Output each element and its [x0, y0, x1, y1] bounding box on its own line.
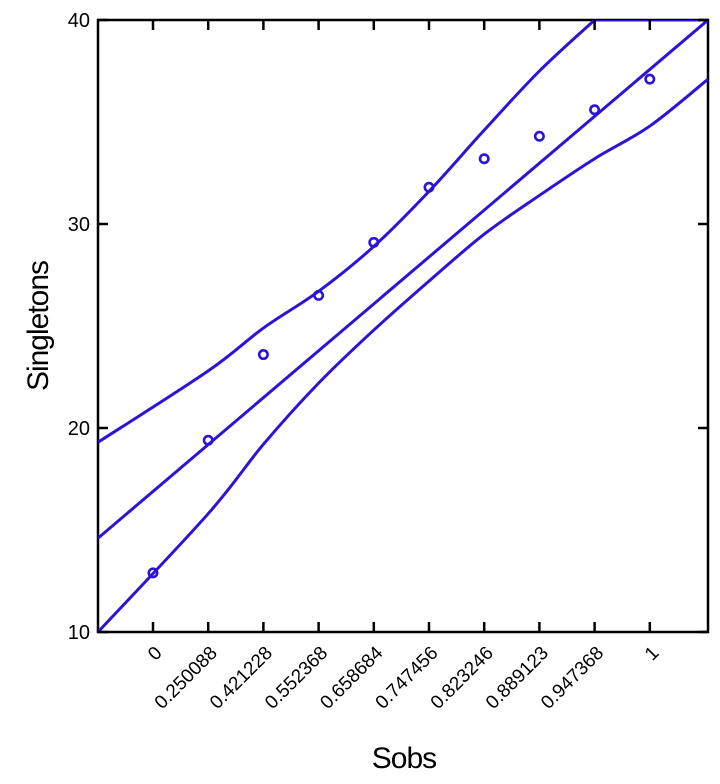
upper-confidence-band	[98, 20, 708, 444]
plot-frame	[96, 18, 710, 634]
data-point	[478, 153, 490, 165]
data-point	[368, 236, 380, 248]
x-axis-title: Sobs	[372, 742, 436, 775]
data-point	[147, 567, 159, 579]
data-point	[202, 434, 214, 446]
fit-line-group	[98, 20, 708, 540]
data-point	[533, 130, 545, 142]
y-tick-label: 10	[68, 622, 90, 644]
y-tick-label: 20	[68, 418, 90, 440]
lower-confidence-band	[98, 77, 708, 632]
data-point	[644, 73, 656, 85]
y-axis: 10 20 30 40	[68, 10, 708, 644]
y-axis-title: Singletons	[22, 261, 55, 391]
confidence-bands	[98, 20, 708, 632]
data-point	[589, 104, 601, 116]
data-point	[313, 289, 325, 301]
y-tick-label: 30	[68, 214, 90, 236]
data-points	[147, 73, 656, 579]
data-point	[257, 349, 269, 361]
regression-line	[98, 20, 708, 540]
x-tick-label: 0	[144, 643, 166, 665]
x-tick-label: 1	[641, 643, 663, 665]
data-point	[423, 181, 435, 193]
y-tick-label: 40	[68, 10, 90, 32]
